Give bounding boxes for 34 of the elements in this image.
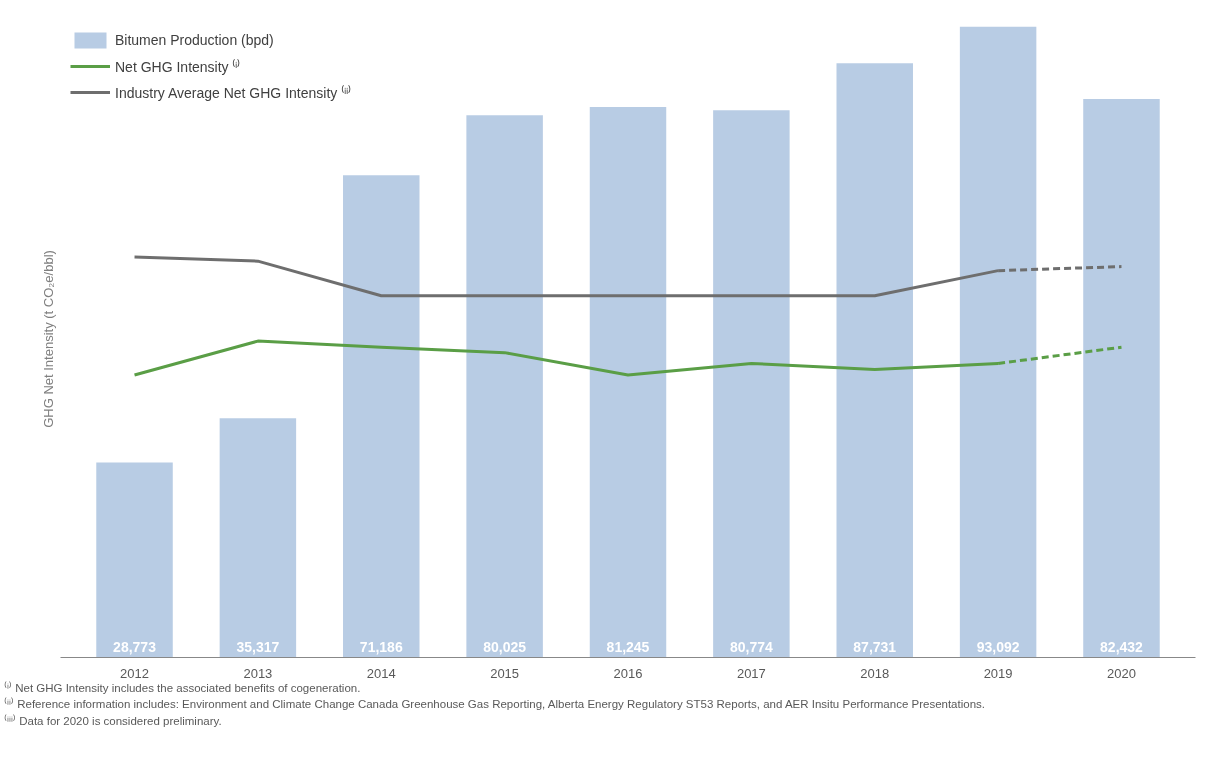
x-tick-label: 2017 bbox=[736, 665, 766, 681]
legend-label: Net GHG Intensity ⁽ⁱ⁾ bbox=[115, 57, 241, 76]
bar bbox=[1083, 99, 1160, 658]
x-tick-label: 2014 bbox=[366, 665, 396, 681]
bar bbox=[96, 462, 173, 658]
bar bbox=[219, 418, 297, 658]
x-tick-label: 2016 bbox=[613, 665, 643, 681]
bar bbox=[713, 110, 790, 658]
bar bbox=[589, 107, 667, 658]
data-label: 80,025 bbox=[483, 638, 527, 655]
data-label: 81,245 bbox=[606, 638, 650, 655]
legend-label: Bitumen Production (bpd) bbox=[115, 32, 274, 48]
x-tick-label: 2012 bbox=[120, 665, 149, 681]
bar bbox=[836, 63, 913, 658]
data-label: 71,186 bbox=[359, 638, 403, 655]
bar bbox=[343, 175, 420, 658]
x-tick-label: 2013 bbox=[243, 665, 273, 681]
data-label: 87,731 bbox=[853, 638, 897, 655]
text: ⁽ⁱⁱ⁾ Reference information includes: Environment and Climate Change Canada Greenhouse Gas Reporting, Alberta Energy Regulatory ST53 Reports, and AER Insitu Performance Presentations. bbox=[4, 696, 986, 713]
y-axis-title: GHG Net Intensity (t CO₂e/bbl) bbox=[40, 250, 56, 428]
text: ⁽ⁱ⁾ Net GHG Intensity includes the associated benefits of cogeneration. bbox=[4, 680, 361, 696]
data-label: 28,773 bbox=[113, 638, 157, 655]
data-label: 93,092 bbox=[976, 638, 1020, 655]
data-label: 35,317 bbox=[236, 638, 280, 655]
x-tick-label: 2015 bbox=[490, 665, 520, 681]
x-tick-label: 2018 bbox=[860, 665, 890, 681]
bar bbox=[959, 26, 1037, 658]
bar bbox=[466, 115, 543, 658]
x-tick-label: 2019 bbox=[983, 665, 1013, 681]
legend-label: Industry Average Net GHG Intensity ⁽ⁱⁱ⁾ bbox=[115, 83, 352, 102]
data-label: 82,432 bbox=[1100, 638, 1144, 655]
text: ⁽ⁱⁱⁱ⁾ Data for 2020 is considered preliminary. bbox=[4, 713, 222, 729]
x-tick-label: 2020 bbox=[1107, 665, 1136, 681]
data-label: 80,774 bbox=[729, 638, 773, 655]
